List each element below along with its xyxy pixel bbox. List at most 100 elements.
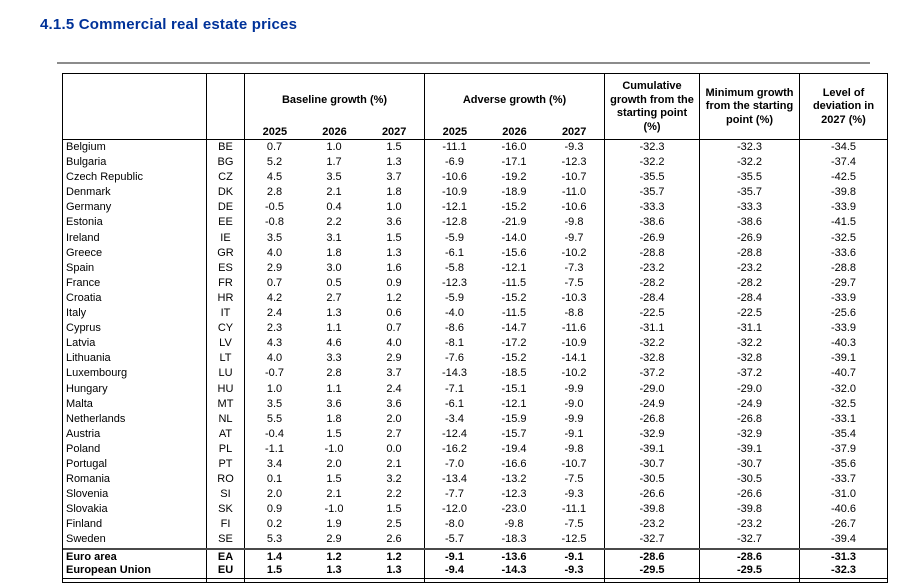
baseline-2026-cell: 1.0: [326, 141, 342, 153]
minimum-growth-cell: -26.6: [699, 487, 799, 503]
baseline-2025-cell: -0.8: [244, 215, 304, 231]
baseline-2027-cell: 3.7: [386, 171, 402, 184]
adverse-2025-cell: -8.1: [424, 336, 484, 352]
baseline-2026-cell: 3.6: [326, 397, 342, 410]
adverse-2025-cell: -5.9: [424, 230, 484, 246]
minimum-growth-cell: -32.2: [699, 336, 799, 352]
deviation-cell: -32.3: [799, 562, 887, 578]
country-code-cell: BE: [206, 140, 244, 156]
baseline-2025-cell: 5.2: [244, 155, 304, 171]
adverse-2025-cell: -16.2: [424, 441, 484, 457]
country-code-cell: BG: [206, 155, 244, 171]
baseline-2027-cell: 1.0: [386, 201, 402, 214]
adverse-2025-cell: -7.1: [424, 381, 484, 397]
baseline-2026-cell: -1.0: [324, 503, 344, 516]
country-cell: Denmark: [66, 186, 111, 199]
baseline-2027-cell: 4.0: [386, 337, 402, 350]
country-code-cell: ES: [206, 260, 244, 276]
table-row: Germany DE -0.5 0.4 1.0 -12.1 -15.2 -10.6 -33.3-…: [63, 200, 887, 216]
table-row: Portugal PT 3.4 2.0 2.1 -7.0 -16.6 -10.7 -30.7 -3…: [63, 456, 887, 473]
deviation-cell: -32.0: [799, 381, 887, 397]
deviation-cell: -37.4: [799, 155, 887, 171]
adverse-group-label: Adverse growth (%): [462, 94, 567, 106]
adverse-2025-cell: -9.4: [424, 562, 484, 578]
baseline-2026-cell: 1.3: [326, 307, 342, 320]
adverse-2026-cell: -18.9: [501, 186, 527, 199]
adverse-2027-cell: -11.1: [561, 503, 587, 516]
baseline-2026-cell: 0.4: [326, 201, 342, 214]
table-row: Poland PL -1.1 -1.0 0.0 -16.2 -19.4 -9.8 -39.1 -3…: [63, 441, 887, 457]
country-cell: Sweden: [66, 533, 106, 546]
baseline-2026-cell: 2.2: [326, 216, 342, 229]
adverse-2025-cell: -14.3: [424, 366, 484, 382]
table-row: Finland FI 0.2 1.9 2.5 -8.0 -9.8 -7.5 -23.2 -23.2…: [63, 517, 887, 533]
baseline-2025-cell: -1.1: [244, 441, 304, 457]
cumulative-growth-header: Cumulative growth from the starting poin…: [604, 74, 699, 140]
adverse-2026-cell: -15.1: [501, 382, 527, 395]
country-cell: Austria: [66, 427, 101, 440]
adverse-2026-cell: -12.3: [501, 488, 527, 501]
page-title: 4.1.5 Commercial real estate prices: [40, 16, 298, 33]
adverse-2026-cell: -17.2: [501, 337, 527, 350]
cumulative-growth-cell: -29.5: [604, 562, 699, 578]
adverse-2026-cell: -23.0: [501, 503, 527, 516]
deviation-cell: -32.5: [799, 396, 887, 412]
baseline-2027-cell: 1.2: [386, 291, 402, 304]
adverse-2026-cell: -21.9: [501, 216, 527, 229]
minimum-growth-cell: -39.8: [699, 502, 799, 518]
adverse-2026-cell: -15.2: [501, 352, 527, 365]
adverse-year-2027: 2027: [561, 126, 587, 138]
country-code-cell: MT: [206, 396, 244, 412]
minimum-growth-cell: -39.1: [699, 441, 799, 457]
adverse-2027-cell: -9.1: [564, 427, 584, 440]
minimum-growth-cell: -26.8: [699, 411, 799, 427]
adverse-2027-cell: -7.5: [564, 518, 584, 531]
adverse-2025-cell: -12.3: [424, 275, 484, 291]
baseline-2027-cell: 1.3: [386, 156, 402, 169]
cumulative-growth-cell: -32.2: [604, 155, 699, 171]
baseline-2027-cell: 1.3: [386, 563, 402, 576]
adverse-2026-cell: -18.3: [501, 533, 527, 546]
country-code-cell: PT: [206, 456, 244, 473]
table-row: Luxembourg LU -0.7 2.8 3.7 -14.3 -18.5 -10.2 -37…: [63, 366, 887, 382]
baseline-2027-cell: 3.7: [386, 367, 402, 380]
minimum-growth-cell: -28.4: [699, 290, 799, 307]
table-row: Spain ES 2.9 3.0 1.6 -5.8 -12.1 -7.3 -23.2 -23.2-…: [63, 260, 887, 276]
adverse-2027-cell: -10.3: [561, 291, 587, 304]
baseline-2025-cell: 4.3: [244, 336, 304, 352]
adverse-2027-cell: -10.6: [561, 201, 587, 214]
deviation-cell: -39.8: [799, 185, 887, 201]
table-row: Malta MT 3.5 3.6 3.6 -6.1 -12.1 -9.0 -24.9 -24.9-…: [63, 396, 887, 412]
minimum-growth-cell: -28.8: [699, 245, 799, 261]
country-cell: Estonia: [66, 216, 103, 229]
minimum-growth-cell: -38.6: [699, 215, 799, 231]
minimum-growth-cell: -23.2: [699, 260, 799, 276]
baseline-2025-cell: 2.8: [244, 185, 304, 201]
country-cell: Lithuania: [66, 352, 111, 365]
minimum-growth-cell: -22.5: [699, 306, 799, 322]
baseline-2025-cell: 2.3: [244, 321, 304, 337]
cre-prices-table: Baseline growth (%) 2025 2026 2027 Adver…: [62, 73, 888, 583]
adverse-2025-cell: -13.4: [424, 472, 484, 488]
country-cell: Croatia: [66, 291, 102, 304]
minimum-growth-cell: -32.7: [699, 532, 799, 548]
table-row: Croatia HR 4.2 2.7 1.2 -5.9 -15.2 -10.3 -28.4 -28…: [63, 290, 887, 307]
baseline-2026-cell: 3.1: [326, 231, 342, 244]
cumulative-growth-cell: -32.8: [604, 351, 699, 367]
deviation-cell: -40.7: [799, 366, 887, 382]
adverse-2026-cell: -14.7: [501, 322, 527, 335]
adverse-2025-cell: -12.1: [424, 200, 484, 216]
adverse-2027-cell: -12.5: [561, 533, 587, 546]
adverse-2027-cell: -7.5: [564, 473, 584, 486]
country-cell: Portugal: [66, 457, 107, 470]
table-row: Netherlands NL 5.5 1.8 2.0 -3.4 -15.9 -9.9 -26.8…: [63, 411, 887, 427]
baseline-2025-cell: 0.9: [244, 502, 304, 518]
baseline-2025-cell: 1.5: [244, 562, 304, 578]
adverse-2026-cell: -15.6: [501, 246, 527, 259]
adverse-2026-cell: -13.2: [501, 473, 527, 486]
adverse-2025-cell: -6.9: [424, 155, 484, 171]
cumulative-growth-cell: -22.5: [604, 306, 699, 322]
baseline-2027-cell: 1.8: [386, 186, 402, 199]
table-row: Slovakia SK 0.9 -1.0 1.5 -12.0 -23.0 -11.1 -39.8…: [63, 502, 887, 518]
adverse-2025-cell: -12.4: [424, 426, 484, 442]
